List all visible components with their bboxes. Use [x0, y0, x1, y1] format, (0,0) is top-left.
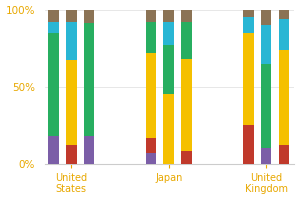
Bar — [146, 138, 156, 153]
Bar — [261, 64, 272, 148]
Bar — [66, 145, 77, 164]
Bar — [146, 10, 156, 22]
Bar — [84, 136, 94, 164]
Bar — [164, 22, 174, 45]
Bar — [278, 19, 289, 50]
Bar — [84, 10, 94, 23]
Bar — [146, 22, 156, 53]
Bar — [278, 145, 289, 164]
Bar — [243, 17, 254, 33]
Bar — [146, 153, 156, 164]
Bar — [48, 33, 59, 136]
Bar — [164, 10, 174, 22]
Bar — [243, 125, 254, 164]
Bar — [261, 25, 272, 64]
Bar — [48, 10, 59, 22]
Bar — [66, 22, 77, 60]
Bar — [146, 53, 156, 138]
Bar — [261, 148, 272, 164]
Bar — [164, 45, 174, 94]
Bar — [181, 151, 192, 164]
Bar — [243, 33, 254, 125]
Bar — [181, 59, 192, 151]
Bar — [261, 10, 272, 25]
Bar — [66, 10, 77, 22]
Bar — [181, 22, 192, 59]
Bar — [278, 50, 289, 145]
Bar — [66, 60, 77, 145]
Bar — [181, 10, 192, 22]
Bar — [243, 10, 254, 17]
Bar — [84, 23, 94, 136]
Bar — [278, 10, 289, 19]
Bar — [164, 94, 174, 164]
Bar — [48, 22, 59, 33]
Bar — [48, 136, 59, 164]
